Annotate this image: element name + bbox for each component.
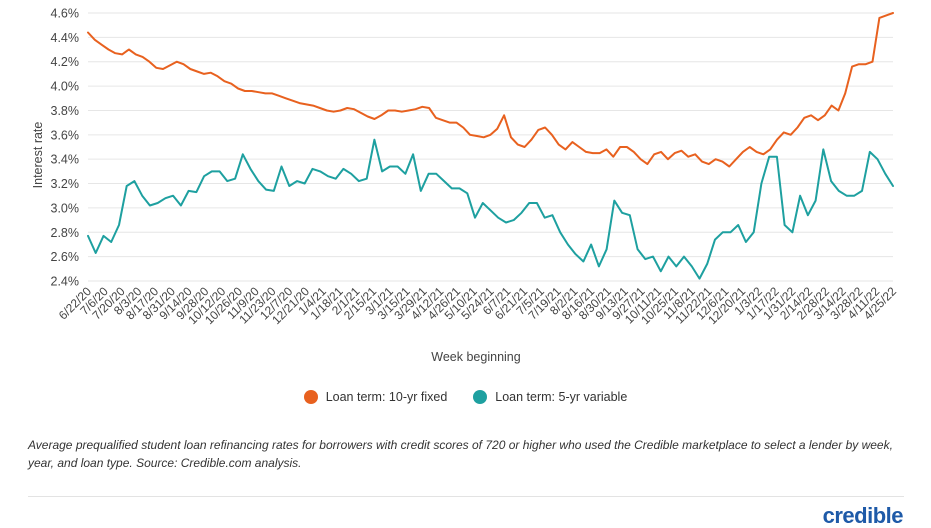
legend-label-variable: Loan term: 5-yr variable [495, 390, 628, 404]
series-lines [87, 12, 894, 280]
credible-logo: credible [822, 503, 904, 528]
x-axis-ticks: 6/22/207/6/207/20/208/3/208/17/208/31/20… [56, 284, 899, 327]
x-axis-title: Week beginning [431, 350, 520, 364]
y-tick-label: 3.0% [51, 201, 80, 215]
legend-item-variable[interactable]: Loan term: 5-yr variable [473, 390, 627, 404]
y-tick-label: 3.8% [51, 104, 80, 118]
y-tick-label: 4.4% [51, 31, 80, 45]
y-tick-label: 3.2% [51, 177, 80, 191]
series-line-10yr-fixed [87, 12, 894, 168]
y-tick-label: 2.6% [51, 250, 80, 264]
legend-dot-variable-icon [473, 390, 488, 404]
y-tick-label: 3.6% [51, 128, 80, 142]
y-tick-label: 3.4% [51, 153, 80, 167]
legend-label-fixed: Loan term: 10-yr fixed [325, 390, 448, 404]
y-tick-label: 4.6% [51, 7, 80, 21]
y-tick-label: 2.8% [51, 226, 80, 240]
legend-dot-fixed-icon [303, 390, 318, 404]
y-tick-label: 4.0% [51, 80, 80, 94]
divider [28, 496, 904, 497]
y-axis-ticks: 2.4% 2.6% 2.8% 3.0% 3.2% 3.4% 3.6% 3.8% 4.0% 4.2%… [51, 7, 80, 289]
y-tick-label: 2.4% [51, 275, 80, 289]
series-line-5yr-variable [87, 138, 894, 280]
line-chart: 2.4% 2.6% 2.8% 3.0% 3.2% 3.4% 3.6% 3.8% 4.0% 4.2%… [31, 7, 899, 365]
grid-lines [88, 12, 893, 282]
y-axis-title: Interest rate [31, 122, 45, 189]
y-tick-label: 4.2% [51, 55, 80, 69]
legend: Loan term: 10-yr fixed Loan term: 5-yr v… [0, 390, 931, 404]
chart-caption: Average prequalified student loan refina… [28, 438, 893, 470]
legend-item-fixed[interactable]: Loan term: 10-yr fixed [303, 390, 448, 404]
